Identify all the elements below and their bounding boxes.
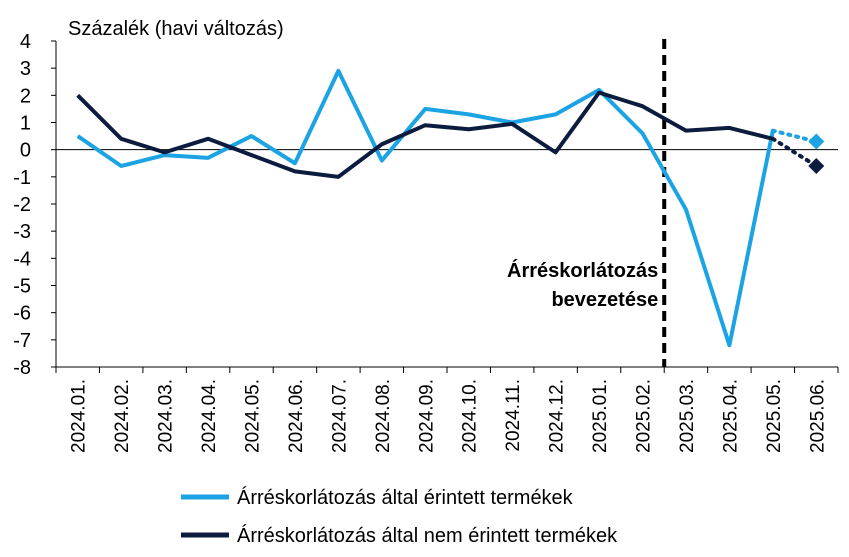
series-line-2 xyxy=(76,90,774,179)
x-tick-label: 2025.05. xyxy=(764,379,785,453)
y-tick-label: 0 xyxy=(20,140,31,162)
y-tick-label: -1 xyxy=(13,167,31,189)
series-forecast-1 xyxy=(770,128,819,144)
x-tick-label: 2024.12. xyxy=(547,379,568,453)
series-lines xyxy=(76,68,825,348)
x-tick-labels: 2024.01. 2024.02. 2024.03. 2024.04. 2024.05.… xyxy=(69,379,829,453)
series-line-1 xyxy=(76,68,775,348)
x-tick-label: 2024.06. xyxy=(286,379,307,453)
x-tick-label: 2025.01. xyxy=(590,379,611,453)
x-tick-label: 2024.08. xyxy=(373,379,394,453)
legend: Árréskorlátozás által érintett termékek Á… xyxy=(181,486,618,547)
y-tick-label: -5 xyxy=(13,276,31,298)
annotation-text: bevezetése xyxy=(551,289,658,311)
x-tick-label: 2024.01. xyxy=(69,379,90,453)
annotation: Árréskorlátozás bevezetése xyxy=(507,39,667,367)
x-tick-label: 2024.11. xyxy=(503,379,524,452)
y-axis-title: Százalék (havi változás) xyxy=(68,18,284,40)
x-tick-label: 2024.09. xyxy=(416,379,437,453)
x-tick-label: 2024.10. xyxy=(460,379,481,453)
y-tick-label: -7 xyxy=(13,330,31,352)
legend-label: Árréskorlátozás által nem érintett termé… xyxy=(237,524,618,547)
y-tick-label: -6 xyxy=(13,303,31,325)
x-tick-label: 2024.02. xyxy=(112,379,133,453)
y-tick-label: -2 xyxy=(13,194,31,216)
y-tick-labels: 4 3 2 1 0 -1 -2 -3 -4 -5 -6 -7 -8 xyxy=(13,31,31,379)
y-tick-label: 1 xyxy=(20,113,31,135)
x-tick-label: 2025.04. xyxy=(720,379,741,453)
x-tick-label: 2025.02. xyxy=(634,379,655,453)
y-tick-label: -3 xyxy=(13,221,31,243)
y-tick-label: 2 xyxy=(20,85,31,107)
y-tick-label: 4 xyxy=(20,31,31,53)
x-tick-label: 2024.07. xyxy=(329,379,350,453)
y-tick-label: -8 xyxy=(13,357,31,379)
x-tick-label: 2024.05. xyxy=(243,379,264,453)
x-tick-label: 2024.04. xyxy=(199,379,220,453)
y-tick-label: 3 xyxy=(20,58,31,80)
x-tick-label: 2025.03. xyxy=(677,379,698,453)
x-tick-label: 2025.06. xyxy=(807,379,828,453)
axes xyxy=(51,40,839,373)
series-marker-1 xyxy=(808,133,825,150)
series-marker-2 xyxy=(808,157,825,174)
y-tick-label: -4 xyxy=(13,248,31,270)
annotation-text: Árréskorlátozás xyxy=(507,259,658,282)
series-forecast-2 xyxy=(770,136,819,168)
legend-label: Árréskorlátozás által érintett termékek xyxy=(237,486,574,509)
x-tick-label: 2024.03. xyxy=(156,379,177,453)
